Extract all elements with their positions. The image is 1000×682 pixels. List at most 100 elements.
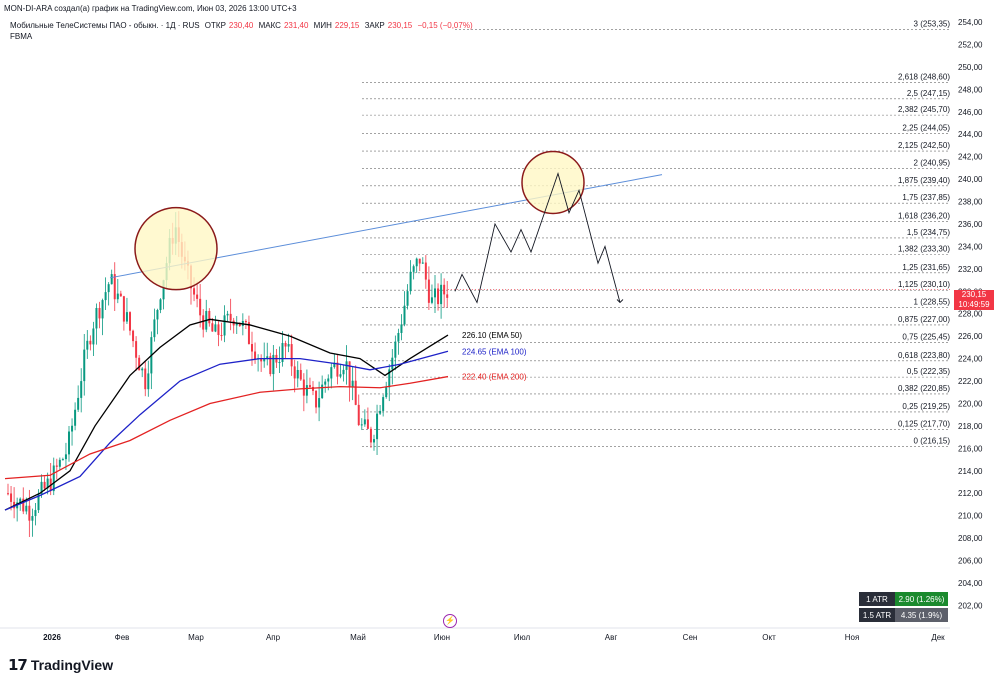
- fib-level-label: 1,25 (231,65): [902, 263, 950, 272]
- y-tick-label: 208,00: [958, 534, 983, 543]
- candle: [373, 434, 375, 451]
- candle-body: [52, 465, 55, 492]
- candle: [58, 457, 61, 471]
- candle: [141, 367, 144, 378]
- candle: [98, 301, 101, 329]
- candle-body: [382, 397, 385, 411]
- candle-body: [214, 324, 217, 332]
- candle: [287, 333, 290, 353]
- fibonacci-levels: 0 (216,15) 0,125 (217,70) 0,25 (219,25) 0,3…: [362, 19, 951, 447]
- candle: [83, 334, 86, 396]
- candle-body: [385, 387, 388, 398]
- candle-body: [315, 390, 318, 408]
- candle: [424, 255, 427, 289]
- candle-body: [336, 362, 339, 377]
- candle-body: [354, 380, 357, 405]
- candle: [64, 442, 67, 471]
- y-tick-label: 232,00: [958, 265, 983, 274]
- candle-body: [324, 381, 327, 385]
- candle: [324, 378, 327, 393]
- candle: [235, 316, 238, 335]
- fib-level-label: 0,618 (223,80): [898, 351, 950, 360]
- candle: [101, 298, 104, 336]
- candle: [125, 297, 128, 325]
- candle: [68, 426, 70, 462]
- symbol-name[interactable]: Мобильные ТелеСистемы ПАО - обыкн. · 1Д …: [10, 21, 200, 30]
- candle: [379, 404, 382, 416]
- projection-path: [454, 171, 621, 304]
- candle-body: [263, 358, 266, 362]
- high-label: МАКС: [258, 21, 281, 30]
- candle-body: [141, 368, 144, 371]
- fib-level-label: 0,125 (217,70): [898, 419, 950, 428]
- candle: [333, 354, 336, 369]
- fib-level-label: 0,5 (222,35): [907, 367, 950, 376]
- candle-body: [107, 284, 110, 293]
- change-value: −0,15 (−0,07%): [417, 21, 473, 30]
- indicator-label[interactable]: FBMA: [10, 32, 33, 41]
- candle-body: [260, 358, 263, 362]
- y-tick-label: 236,00: [958, 220, 983, 229]
- candle-body: [373, 439, 375, 443]
- x-tick-label: Сен: [683, 633, 698, 642]
- y-tick-label: 242,00: [958, 153, 983, 162]
- fib-level-label: 1,5 (234,75): [907, 228, 950, 237]
- candle-body: [406, 291, 409, 306]
- ema200-line: [4, 375, 449, 480]
- open-label: ОТКР: [204, 21, 226, 30]
- y-tick-label: 252,00: [958, 40, 983, 49]
- candle: [391, 348, 394, 385]
- candle: [257, 354, 260, 372]
- high-value: 231,40: [283, 21, 309, 30]
- candle-body: [147, 373, 150, 390]
- candle-body: [144, 368, 147, 390]
- fib-level-label: 1,382 (233,30): [898, 244, 950, 253]
- candle: [281, 331, 284, 367]
- candle-body: [129, 312, 131, 331]
- candle: [247, 315, 250, 345]
- candle: [342, 364, 345, 382]
- candle: [113, 262, 116, 311]
- candle-body: [28, 505, 31, 521]
- lightning-icon[interactable]: ⚡: [443, 614, 457, 628]
- candle-body: [247, 322, 250, 345]
- candle-body: [388, 369, 391, 388]
- candle-body: [424, 262, 427, 280]
- candle-body: [77, 397, 80, 410]
- y-tick-label: 244,00: [958, 130, 983, 139]
- candle-body: [159, 299, 162, 311]
- candle: [92, 321, 95, 356]
- candle-body: [400, 324, 403, 333]
- fib-level-label: 0,75 (225,45): [902, 332, 950, 341]
- candle: [403, 291, 406, 327]
- candle-body: [427, 279, 430, 303]
- y-tick-label: 250,00: [958, 63, 983, 72]
- close-label: ЗАКР: [364, 21, 385, 30]
- ema-lines: 226.10 (EMA 50) 224.65 (EMA 100) 222.40 (E…: [4, 318, 527, 511]
- y-tick-label: 220,00: [958, 399, 983, 408]
- candle: [418, 258, 421, 272]
- ema-label: 224.65 (EMA 100): [462, 347, 527, 356]
- candle: [357, 394, 360, 427]
- candle-body: [135, 341, 138, 358]
- fib-level-label: 2,618 (248,60): [898, 73, 950, 82]
- candle: [305, 369, 308, 404]
- candle-body: [430, 297, 433, 303]
- candle: [446, 280, 449, 308]
- tradingview-logo[interactable]: 𝟭𝟳 TradingView: [8, 656, 113, 674]
- candle-body: [199, 298, 202, 316]
- candle-body: [61, 459, 64, 461]
- fib-level-label: 2,382 (245,70): [898, 105, 950, 114]
- x-tick-label: Фев: [115, 633, 130, 642]
- fib-level-label: 1 (228,55): [914, 298, 951, 307]
- candle: [71, 418, 74, 446]
- ema-label: 226.10 (EMA 50): [462, 331, 522, 340]
- candle-body: [302, 379, 305, 396]
- candle: [119, 290, 122, 297]
- price-axis: 202,00 204,00 206,00 208,00 210,00 212,00 214,…: [958, 18, 983, 610]
- candle: [116, 278, 119, 304]
- candle: [214, 315, 217, 333]
- y-tick-label: 216,00: [958, 444, 983, 453]
- ema50-line: [4, 318, 449, 511]
